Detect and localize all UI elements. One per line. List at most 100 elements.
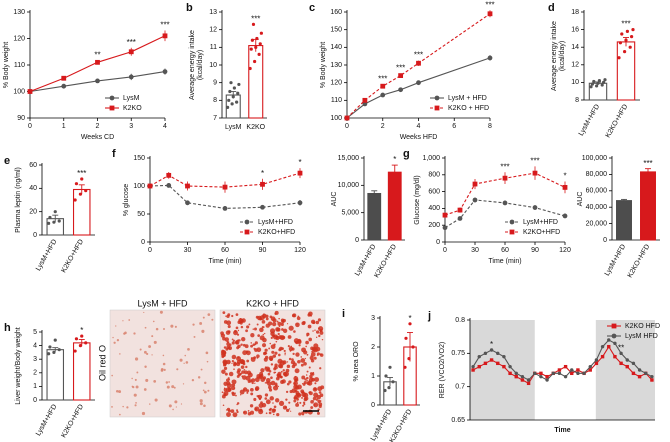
stain-blob (264, 397, 268, 400)
stain-blob (303, 350, 308, 355)
stain-blob (265, 317, 269, 321)
stain-blob (231, 341, 235, 345)
stain-blob (227, 409, 231, 413)
stain-blob (301, 396, 303, 399)
data-point (502, 200, 508, 206)
data-point (508, 364, 512, 369)
significance: *** (500, 162, 509, 171)
category-label: K2KO+HFD (60, 403, 85, 439)
data-point (250, 38, 254, 42)
stain-blob (269, 409, 272, 412)
data-point (384, 374, 388, 378)
stain-blob (308, 377, 314, 383)
significance: * (393, 155, 396, 164)
stain-blob (304, 396, 309, 401)
stain-blob (231, 391, 235, 395)
stain-blob (200, 368, 203, 371)
stain-blob (113, 341, 116, 344)
y-tick-label: 5 (33, 329, 37, 336)
data-point (380, 83, 386, 89)
stain-blob (297, 315, 300, 318)
panel-label: e (4, 155, 10, 167)
stain-blob (293, 382, 296, 385)
stain-blob (225, 378, 230, 382)
stain-blob (301, 411, 305, 415)
significance: *** (396, 64, 405, 73)
data-point (457, 207, 463, 213)
stain-blob (254, 407, 257, 411)
data-point (496, 351, 500, 356)
legend-marker (509, 219, 515, 225)
stain-blob (241, 370, 245, 374)
data-point (398, 87, 404, 93)
stain-blob (285, 398, 288, 401)
stain-blob (282, 369, 285, 372)
data-point (619, 361, 623, 366)
stain-blob (162, 328, 166, 331)
panel-label: h (4, 322, 11, 334)
data-point (416, 80, 421, 86)
stain-blob (236, 346, 240, 350)
y-axis-label: Liver weight/Body weight (15, 327, 22, 404)
y-axis-label: % Body weight (3, 42, 10, 88)
data-point (532, 170, 538, 176)
bar (616, 200, 632, 241)
stain-blob (237, 329, 240, 332)
stain-blob (282, 328, 288, 333)
stain-blob (151, 354, 153, 356)
stain-blob (260, 401, 263, 405)
stain-blob (265, 399, 271, 405)
data-point (57, 219, 61, 223)
stain-blob (134, 404, 137, 407)
stain-blob (247, 409, 250, 412)
data-point (602, 80, 606, 84)
y-axis-label: AUC (577, 192, 584, 207)
image-title: K2KO + HFD (246, 298, 299, 308)
data-point (596, 81, 600, 85)
stain-blob (222, 360, 228, 366)
panel-label: f (112, 148, 116, 160)
significance: *** (530, 157, 539, 166)
stain-blob (184, 354, 187, 357)
stain-blob (269, 342, 272, 345)
stain-blob (203, 390, 207, 394)
stain-blob (171, 385, 175, 389)
category-label: LysM+HFD (578, 103, 602, 137)
y-tick-label: 0.65 (451, 417, 465, 424)
y-tick-label: 200 (428, 222, 440, 229)
data-point (526, 378, 531, 382)
dark-phase (595, 320, 655, 420)
significance: *** (160, 21, 169, 30)
stain-blob (187, 347, 190, 351)
stain-blob (243, 368, 246, 371)
stain-blob (286, 408, 290, 412)
data-point (613, 354, 617, 359)
y-tick-label: 1 (33, 383, 37, 390)
stain-blob (296, 384, 302, 390)
stain-blob (227, 325, 231, 329)
stain-blob (261, 343, 267, 348)
y-tick-label: 100 (13, 88, 25, 95)
data-point (618, 41, 623, 45)
y-tick-label: 16 (571, 26, 579, 33)
data-point (625, 364, 629, 369)
series-line (444, 199, 566, 229)
stain-blob (227, 377, 230, 380)
stain-blob (302, 404, 305, 407)
stain-blob (308, 337, 313, 342)
legend-marker (434, 95, 440, 101)
data-point (404, 336, 408, 340)
legend-marker (434, 105, 440, 111)
data-point (228, 89, 232, 94)
y-tick-label: 90 (17, 115, 25, 122)
category-label: K2KO (246, 124, 265, 131)
stain-blob (289, 350, 292, 352)
data-point (624, 38, 628, 42)
x-axis-label: Time (min) (488, 258, 521, 265)
stain-blob (122, 320, 124, 322)
category-label: K2KO+HFD (60, 238, 85, 274)
stain-blob (246, 391, 249, 394)
data-point (61, 83, 67, 89)
x-tick-label: 8 (488, 123, 492, 130)
stain-blob (304, 357, 307, 360)
